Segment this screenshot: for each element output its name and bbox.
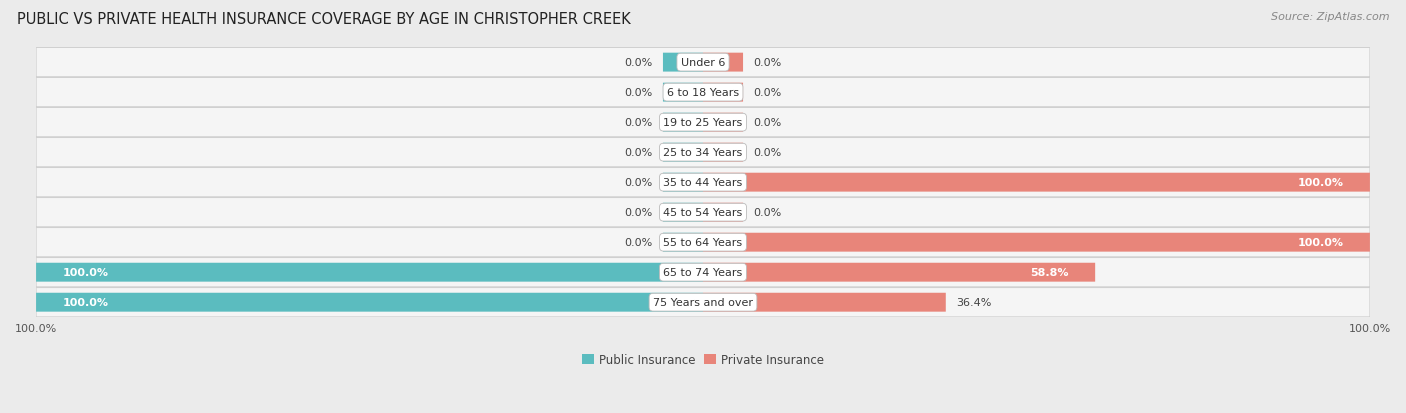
Text: 58.8%: 58.8% [1031,268,1069,278]
FancyBboxPatch shape [664,173,703,192]
FancyBboxPatch shape [37,288,1369,317]
Text: 75 Years and over: 75 Years and over [652,297,754,307]
FancyBboxPatch shape [703,143,742,162]
FancyBboxPatch shape [703,233,1369,252]
FancyBboxPatch shape [37,228,1369,257]
Text: 36.4%: 36.4% [956,297,991,307]
Text: 25 to 34 Years: 25 to 34 Years [664,148,742,158]
Text: 35 to 44 Years: 35 to 44 Years [664,178,742,188]
Text: 6 to 18 Years: 6 to 18 Years [666,88,740,98]
FancyBboxPatch shape [703,203,742,222]
Text: 100.0%: 100.0% [1298,237,1343,247]
FancyBboxPatch shape [703,293,946,312]
Text: 0.0%: 0.0% [624,178,652,188]
Text: Source: ZipAtlas.com: Source: ZipAtlas.com [1271,12,1389,22]
Text: 0.0%: 0.0% [624,118,652,128]
FancyBboxPatch shape [37,263,703,282]
Text: 0.0%: 0.0% [754,58,782,68]
Text: 0.0%: 0.0% [754,88,782,98]
FancyBboxPatch shape [37,293,703,312]
Text: 55 to 64 Years: 55 to 64 Years [664,237,742,247]
Text: 0.0%: 0.0% [624,88,652,98]
FancyBboxPatch shape [37,168,1369,197]
Text: PUBLIC VS PRIVATE HEALTH INSURANCE COVERAGE BY AGE IN CHRISTOPHER CREEK: PUBLIC VS PRIVATE HEALTH INSURANCE COVER… [17,12,631,27]
FancyBboxPatch shape [37,198,1369,227]
Text: 100.0%: 100.0% [63,297,108,307]
Text: 100.0%: 100.0% [1298,178,1343,188]
FancyBboxPatch shape [703,173,1369,192]
FancyBboxPatch shape [664,83,703,102]
FancyBboxPatch shape [664,203,703,222]
Text: 45 to 54 Years: 45 to 54 Years [664,208,742,218]
FancyBboxPatch shape [703,83,742,102]
Legend: Public Insurance, Private Insurance: Public Insurance, Private Insurance [578,349,828,371]
FancyBboxPatch shape [703,54,742,72]
Text: 19 to 25 Years: 19 to 25 Years [664,118,742,128]
FancyBboxPatch shape [703,114,742,132]
Text: 0.0%: 0.0% [754,148,782,158]
Text: 0.0%: 0.0% [754,118,782,128]
FancyBboxPatch shape [37,48,1369,78]
Text: 100.0%: 100.0% [63,268,108,278]
FancyBboxPatch shape [664,114,703,132]
FancyBboxPatch shape [37,108,1369,138]
Text: 0.0%: 0.0% [624,148,652,158]
FancyBboxPatch shape [37,138,1369,167]
Text: 0.0%: 0.0% [624,58,652,68]
FancyBboxPatch shape [664,143,703,162]
FancyBboxPatch shape [37,258,1369,287]
Text: 0.0%: 0.0% [624,237,652,247]
FancyBboxPatch shape [703,263,1095,282]
Text: 0.0%: 0.0% [624,208,652,218]
Text: 0.0%: 0.0% [754,208,782,218]
Text: Under 6: Under 6 [681,58,725,68]
Text: 65 to 74 Years: 65 to 74 Years [664,268,742,278]
FancyBboxPatch shape [664,54,703,72]
FancyBboxPatch shape [664,233,703,252]
FancyBboxPatch shape [37,78,1369,107]
